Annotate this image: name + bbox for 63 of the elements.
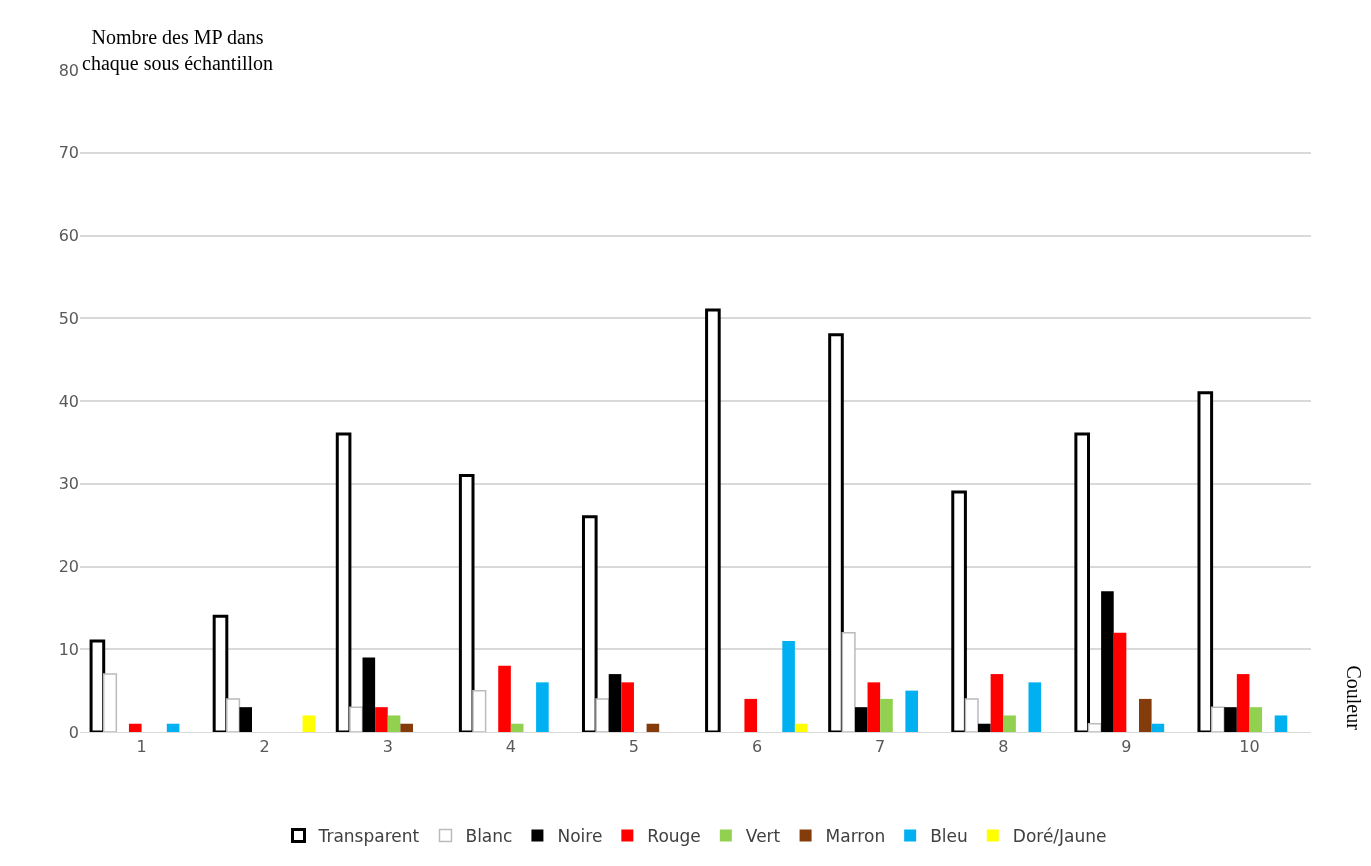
legend-label: Rouge [647,826,701,847]
bar [880,698,893,732]
bar [1003,715,1016,732]
x-tick-label: 6 [751,737,763,757]
bar [302,715,316,732]
bar [362,657,376,732]
bar [608,674,622,732]
bar [705,308,721,732]
bar [646,723,660,732]
bar [536,682,549,732]
bar [1138,698,1152,732]
x-tick-label: 4 [505,737,516,757]
x-tick-label: 3 [382,737,393,757]
legend-label: Blanc [465,826,513,847]
y-tick-label: 30 [58,474,79,494]
x-tick-label: 9 [1121,737,1132,757]
bar [166,723,180,732]
bar [128,723,142,732]
bar [1249,707,1263,732]
x-tick-label: 8 [998,737,1009,757]
bar [1101,591,1114,732]
y-tick-label: 50 [58,308,79,328]
bar [1224,707,1237,732]
legend-label: Doré/Jaune [1012,826,1107,847]
bar [1028,682,1042,732]
bar [1236,674,1250,732]
y-tick-label: 20 [58,557,79,577]
y-tick-label: 70 [58,143,79,163]
bar [387,715,401,732]
x-tick-label: 5 [628,737,640,757]
bar [1274,715,1288,732]
bar [239,707,253,732]
x-tick-label: 1 [136,737,147,757]
legend-label: Marron [825,826,886,847]
y-axis-title: Nombre des MP dans chaque sous échantillon [82,26,274,75]
bar [905,690,918,732]
legend-label: Vert [745,826,781,847]
text: Couleur [1342,665,1365,731]
legend-label: Bleu [930,826,968,847]
y-tick-label: 40 [58,391,79,411]
bar [978,723,991,732]
bar [867,682,881,732]
bar [510,723,524,732]
bar [990,674,1004,732]
legend-label: Transparent [317,826,420,847]
bar [744,698,758,732]
bar [498,665,511,732]
bar [1113,632,1127,732]
bar [1151,723,1165,732]
bar [400,723,413,732]
bar [794,723,808,732]
bar [854,707,868,732]
bar [782,640,795,732]
x-tick-label: 7 [875,737,886,757]
bar [375,707,388,732]
x-tick-label: 10 [1239,737,1260,757]
x-tick-label: 2 [259,737,270,757]
y-tick-label: 0 [68,722,79,742]
y-tick-label: 10 [58,639,79,659]
y-tick-label: 80 [58,60,79,80]
y-tick-label: 60 [58,226,79,246]
bar [621,682,634,732]
legend-label: Noire [557,826,603,847]
